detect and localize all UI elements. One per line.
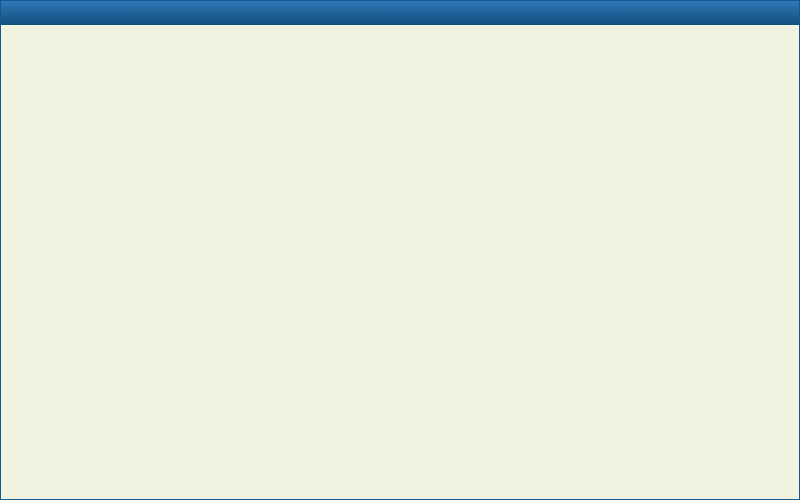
chart-container (1, 25, 800, 500)
window-titlebar (1, 1, 799, 25)
pressure-line-chart (1, 25, 800, 500)
